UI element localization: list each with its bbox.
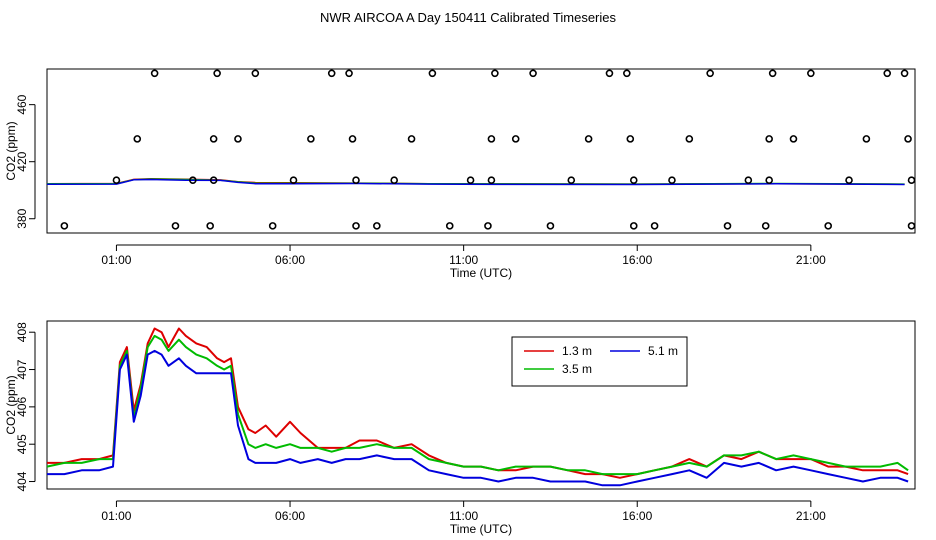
- panel1-data-point: [765, 135, 773, 143]
- panel2-series-line-1: [47, 327, 909, 479]
- panel1-data-point: [685, 135, 694, 143]
- panel2-x-tick-label: 11:00: [449, 509, 478, 523]
- panel1-data-point: [723, 222, 732, 230]
- panel1-data-point: [206, 222, 214, 230]
- panel1-data-point: [352, 222, 360, 230]
- panel1-data-point: [668, 176, 676, 185]
- panel2-y-axis-label: CO2 (ppm): [4, 375, 18, 434]
- panel2-x-axis-label: Time (UTC): [450, 522, 512, 536]
- panel2-legend-label: 1.3 m: [562, 344, 592, 358]
- panel2-x-tick-label: 21:00: [796, 509, 826, 523]
- panel1-data-point: [807, 69, 815, 78]
- panel2-y-tick-label: 407: [15, 359, 29, 379]
- panel1-data-point: [428, 69, 437, 78]
- panel1-data-point: [529, 69, 537, 78]
- panel1-series-line-3: [46, 178, 905, 186]
- panel1-data-point: [234, 135, 242, 143]
- panel1-data-point: [623, 69, 631, 78]
- panel1-data-point: [761, 222, 770, 230]
- panel1-data-point: [407, 135, 416, 143]
- figure-title: NWR AIRCOA A Day 150411 Calibrated Times…: [320, 10, 616, 25]
- panel1-x-tick-label: 21:00: [796, 253, 826, 267]
- panel1-data-point: [862, 135, 871, 143]
- panel1-data-point: [487, 135, 496, 143]
- panel1-data-point: [345, 69, 353, 78]
- panel1-data-point: [213, 69, 221, 78]
- panel1-data-point: [352, 176, 360, 185]
- panel1-data-point: [904, 135, 912, 143]
- panel1-data-point: [390, 176, 399, 185]
- panel1-data-point: [327, 69, 336, 78]
- panel1-data-point: [789, 135, 798, 143]
- panel2-legend-label: 5.1 m: [648, 344, 678, 358]
- panel1-data-point: [546, 222, 555, 230]
- panel1-data-point: [744, 176, 753, 185]
- panel2-y-tick-label: 406: [15, 397, 29, 417]
- panel1-data-point: [150, 69, 159, 78]
- panel1-data-point: [307, 135, 315, 143]
- panel1-x-tick-label: 06:00: [275, 253, 305, 267]
- panel2-x-tick-label: 06:00: [275, 509, 305, 523]
- panel2-series-line-2: [46, 334, 909, 476]
- panel2-legend: 1.3 m 3.5 m 5.1 m: [511, 336, 688, 387]
- panel1-data-point: [845, 176, 853, 185]
- panel1-data-point: [900, 69, 909, 78]
- panel2-plot-frame: [46, 320, 916, 490]
- panel2-legend-box: [511, 336, 688, 387]
- panel2-x-tick-label: 01:00: [101, 509, 131, 523]
- panel1-data-point: [584, 135, 593, 143]
- panel2-series-line-3: [47, 349, 909, 487]
- panel1-y-tick-label: 420: [15, 151, 29, 171]
- panel1-data-point: [768, 69, 777, 78]
- panel2-plot: 01:00 06:00 11:00 16:00 21:00 Time (UTC) 404 40…: [4, 320, 916, 536]
- panel2-y-tick-label: 404: [15, 471, 29, 491]
- panel1-data-point: [60, 222, 69, 230]
- panel1-data-point: [883, 69, 892, 78]
- panel1-data-point: [650, 222, 659, 230]
- panel1-data-point: [907, 176, 916, 185]
- panel1-y-axis-label: CO2 (ppm): [4, 121, 18, 180]
- panel1-plot-frame: [46, 68, 916, 234]
- panel1-x-tick-label: 16:00: [622, 253, 652, 267]
- panel1-data-point: [706, 69, 714, 78]
- panel1-data-point: [251, 69, 260, 78]
- panel1-data-point: [289, 176, 298, 185]
- panel1-data-point: [348, 135, 357, 143]
- panel1-data-point: [171, 222, 180, 230]
- panel1-data-point: [626, 135, 635, 143]
- panel1-data-point: [629, 222, 638, 230]
- panel1-y-tick-label: 380: [15, 208, 29, 228]
- panel1-data-point: [567, 176, 576, 185]
- panel1-data-point: [189, 176, 197, 185]
- panel1-data-point: [445, 222, 454, 230]
- panel1-data-point: [133, 135, 142, 143]
- panel1-data-point: [491, 69, 499, 78]
- panel1-y-tick-label: 460: [15, 94, 29, 114]
- panel1-data-point: [209, 135, 218, 143]
- panel1-data-point: [605, 69, 614, 78]
- panel1-data-point: [487, 176, 496, 185]
- panel1-x-tick-label: 11:00: [449, 253, 478, 267]
- panel2-x-tick-label: 16:00: [622, 509, 652, 523]
- panel1-data-point: [466, 176, 475, 185]
- panel1-data-point: [268, 222, 277, 230]
- panel1-data-point: [629, 176, 638, 185]
- panel2-legend-label: 3.5 m: [562, 362, 592, 376]
- panel1-plot: 01:00 06:00 11:00 16:00 21:00 Time (UTC) 380 42…: [4, 68, 916, 280]
- panel1-data-point: [484, 222, 492, 230]
- panel1-data-point: [824, 222, 833, 230]
- panel2-y-tick-label: 408: [15, 322, 29, 342]
- panel1-x-tick-label: 01:00: [101, 253, 131, 267]
- panel1-data-point: [511, 135, 520, 143]
- panel1-data-point: [765, 176, 773, 185]
- panel1-x-axis-label: Time (UTC): [450, 266, 512, 280]
- panel1-data-point: [373, 222, 381, 230]
- panel1-data-point: [112, 176, 121, 185]
- panel2-y-tick-label: 405: [15, 434, 29, 454]
- panel1-data-point: [209, 176, 218, 185]
- panel1-data-point: [907, 222, 916, 230]
